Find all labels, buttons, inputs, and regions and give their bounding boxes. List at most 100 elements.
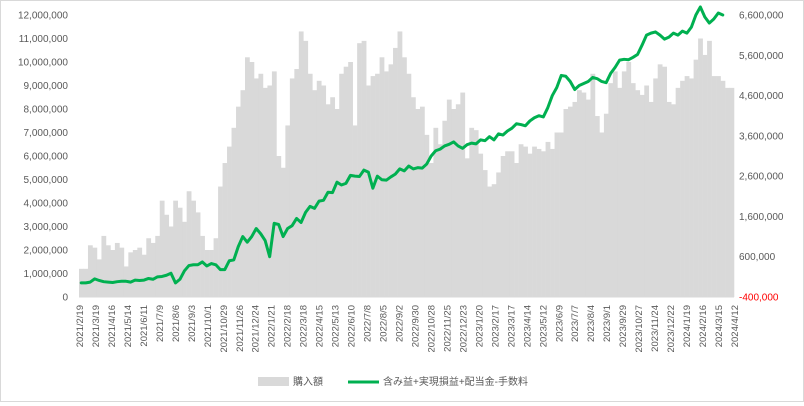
x-tick-label: 2024/2/16 — [698, 305, 709, 347]
x-tick-label: 2023/9/1 — [602, 305, 613, 342]
bar-purchase-amount — [684, 76, 690, 297]
bar-purchase-amount — [581, 92, 587, 297]
x-tick-label: 2022/11/25 — [442, 305, 453, 352]
bar-purchase-amount — [644, 85, 650, 297]
y-left-tick-label: 10,000,000 — [18, 58, 68, 69]
bar-purchase-amount — [334, 109, 340, 297]
x-tick-label: 2023/10/27 — [634, 305, 645, 353]
bar-purchase-amount — [572, 101, 578, 297]
x-tick-label: 2021/8/6 — [171, 305, 182, 342]
bar-purchase-amount — [698, 38, 703, 297]
bar-purchase-amount — [159, 200, 165, 297]
bar-purchase-amount — [209, 250, 214, 297]
bar-purchase-amount — [509, 151, 515, 297]
bar-purchase-amount — [653, 78, 659, 297]
x-tick-label: 2022/12/23 — [458, 305, 469, 353]
bar-purchase-amount — [491, 184, 497, 297]
x-tick-label: 2023/3/17 — [506, 305, 517, 347]
x-tick-label: 2021/12/24 — [251, 305, 262, 353]
bar-purchase-amount — [87, 245, 93, 297]
x-tick-label: 2021/9/3 — [187, 305, 198, 342]
bar-purchase-amount — [168, 226, 174, 297]
bar-purchase-amount — [473, 130, 479, 297]
x-tick-label: 2022/8/5 — [379, 305, 390, 342]
bar-purchase-amount — [379, 57, 385, 297]
bar-purchase-amount — [568, 106, 573, 298]
y-left-tick-label: 12,000,000 — [18, 11, 68, 22]
bar-purchase-amount — [222, 163, 228, 297]
bar-purchase-amount — [630, 83, 636, 298]
bar-purchase-amount — [487, 186, 493, 297]
bar-purchase-amount — [258, 73, 264, 297]
bar-purchase-amount — [105, 245, 111, 297]
y-right-tick-label: 4,600,000 — [739, 91, 784, 102]
bar-purchase-amount — [406, 73, 412, 297]
x-tick-label: 2021/11/26 — [235, 305, 246, 352]
y-left-tick-label: 5,000,000 — [24, 175, 69, 186]
bar-purchase-amount — [325, 104, 331, 297]
x-tick-label: 2024/4/12 — [730, 305, 741, 347]
legend-label-bar: 購入額 — [293, 375, 323, 388]
y-right-tick-label: 5,600,000 — [739, 51, 784, 62]
bar-purchase-amount — [608, 83, 614, 298]
x-tick-label: 2021/7/9 — [155, 305, 166, 342]
bar-purchase-amount — [482, 170, 488, 297]
bar-purchase-amount — [312, 90, 318, 297]
x-tick-label: 2023/2/17 — [490, 305, 501, 347]
bar-purchase-amount — [559, 132, 564, 297]
bar-purchase-amount — [375, 73, 380, 297]
y-left-tick-label: 4,000,000 — [24, 199, 69, 210]
bar-purchase-amount — [249, 62, 255, 297]
bar-purchase-amount — [294, 69, 300, 297]
x-tick-label: 2023/12/22 — [666, 305, 677, 353]
bar-purchase-amount — [316, 80, 322, 297]
bar-purchase-amount — [384, 71, 389, 298]
y-left-tick-label: 2,000,000 — [24, 246, 69, 257]
bar-purchase-amount — [280, 167, 286, 297]
x-tick-label: 2023/5/12 — [538, 305, 549, 347]
bar-purchase-amount — [321, 85, 327, 297]
bar-purchase-amount — [729, 87, 735, 297]
y-right-tick-label: 1,600,000 — [739, 212, 784, 223]
bar-purchase-amount — [603, 113, 609, 297]
x-tick-label: 2024/1/19 — [682, 305, 693, 347]
bar-purchase-amount — [666, 101, 672, 297]
bar-purchase-amount — [236, 106, 241, 298]
y-right-tick-label: 6,600,000 — [739, 11, 784, 22]
bar-purchase-amount — [451, 109, 457, 297]
bar-purchase-amount — [446, 99, 452, 297]
bar-purchase-amount — [410, 97, 416, 297]
x-tick-label: 2021/2/19 — [75, 305, 86, 347]
bar-purchase-amount — [402, 57, 407, 297]
bar-purchase-amount — [464, 158, 470, 297]
y-right-tick-label: 3,600,000 — [739, 131, 784, 142]
bar-purchase-amount — [523, 146, 528, 297]
y-right-tick-label: 2,600,000 — [739, 172, 784, 183]
y-left-tick-label: 7,000,000 — [24, 128, 69, 139]
bar-purchase-amount — [119, 247, 125, 297]
bar-purchase-amount — [204, 250, 210, 297]
bar-purchase-amount — [388, 64, 394, 297]
bar-purchase-amount — [253, 78, 259, 297]
bar-purchase-amount — [716, 76, 721, 297]
bar-purchase-amount — [585, 99, 591, 297]
x-tick-label: 2022/10/28 — [426, 305, 437, 353]
left-axis-layer: 0 1,000,000 2,000,000 3,000,000 4,000,000 5,0… — [18, 11, 69, 304]
bar-purchase-amount — [545, 141, 551, 297]
y-left-tick-label: 0 — [62, 293, 68, 304]
bar-purchase-amount — [594, 116, 600, 297]
bar-purchase-amount — [366, 85, 371, 297]
bar-purchase-amount — [218, 186, 223, 297]
y-left-tick-label: 8,000,000 — [24, 105, 69, 116]
bar-purchase-amount — [110, 250, 116, 297]
bar-purchase-amount — [244, 57, 250, 297]
x-tick-label: 2023/6/9 — [554, 305, 565, 342]
line-layer — [79, 5, 725, 285]
bar-purchase-amount — [707, 40, 712, 297]
bar-purchase-amount — [635, 90, 641, 297]
bar-purchase-amount — [231, 127, 237, 297]
bar-purchase-amount — [357, 43, 362, 298]
bar-purchase-amount — [590, 73, 596, 297]
x-tick-label: 2023/4/14 — [522, 305, 533, 347]
